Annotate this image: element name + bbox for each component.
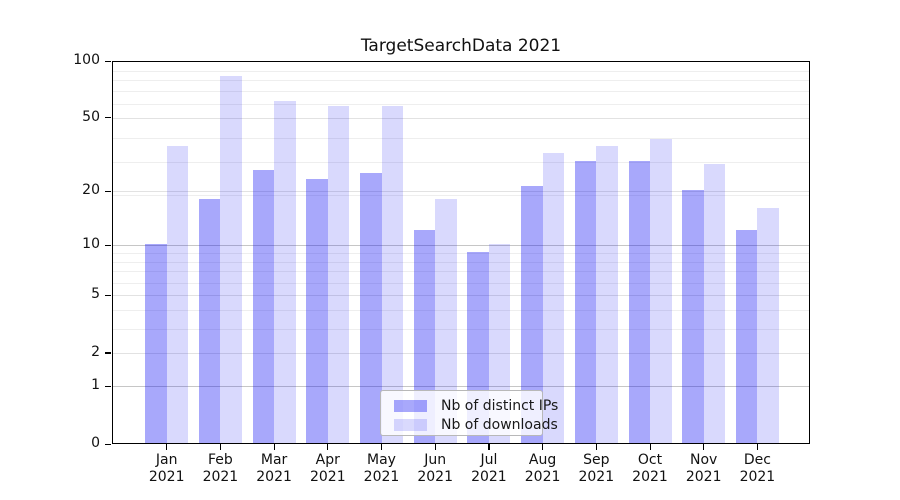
- x-axis-tick: [649, 444, 651, 450]
- x-axis-tick-label: Jun 2021: [417, 452, 453, 485]
- x-axis-tick-label: Oct 2021: [632, 452, 668, 485]
- y-axis-tick: [105, 60, 111, 62]
- y-axis-tick-label: 1: [91, 377, 100, 394]
- bar-distinct-ips: [628, 160, 650, 443]
- bar-downloads: [166, 145, 189, 443]
- x-axis-tick: [327, 444, 329, 450]
- y-axis-tick: [105, 352, 111, 354]
- major-gridline: [113, 386, 809, 388]
- bar-distinct-ips: [574, 160, 597, 443]
- x-axis-tick-label: Sep 2021: [578, 452, 615, 485]
- y-axis-tick: [105, 294, 111, 296]
- y-axis-tick-label: 5: [91, 286, 100, 303]
- minor-gridline: [113, 252, 809, 254]
- minor-gridline: [113, 70, 809, 72]
- chart-title: TargetSearchData 2021: [360, 36, 562, 56]
- gridline: [113, 191, 809, 193]
- legend-item-downloads: Nb of downloads: [394, 416, 558, 433]
- bar-downloads: [327, 106, 350, 443]
- bar-distinct-ips: [198, 198, 221, 443]
- y-axis-tick-label: 50: [82, 108, 100, 125]
- x-axis-tick-label: Nov 2021: [685, 452, 722, 485]
- minor-gridline: [113, 328, 809, 330]
- legend-label-distinct-ips: Nb of distinct IPs: [441, 397, 559, 414]
- x-axis-tick: [595, 444, 597, 450]
- x-axis-tick-label: Jan 2021: [148, 452, 185, 485]
- minor-gridline: [113, 261, 809, 263]
- y-axis-tick: [105, 443, 111, 445]
- x-axis-tick-label: Dec 2021: [739, 452, 776, 485]
- bar-distinct-ips: [306, 179, 328, 443]
- bar-distinct-ips: [521, 186, 543, 443]
- gridline: [113, 352, 809, 354]
- x-axis-tick: [273, 444, 275, 450]
- x-axis-tick: [381, 444, 383, 450]
- bar-downloads: [542, 152, 565, 443]
- x-axis-tick-label: Mar 2021: [256, 452, 292, 485]
- bar-distinct-ips: [145, 244, 167, 443]
- y-axis-tick-label: 2: [91, 343, 100, 360]
- y-axis-tick: [105, 244, 111, 246]
- major-gridline: [113, 245, 809, 246]
- gridline: [113, 117, 809, 119]
- bar-downloads: [220, 76, 242, 443]
- bar-distinct-ips: [735, 230, 758, 443]
- minor-gridline: [113, 91, 809, 93]
- legend-swatch-distinct-ips: [394, 399, 427, 412]
- bar-distinct-ips: [682, 190, 704, 443]
- plot-area: [112, 61, 810, 444]
- bar-distinct-ips: [413, 230, 436, 443]
- y-axis-tick: [105, 385, 111, 388]
- bar-distinct-ips: [360, 172, 382, 443]
- y-axis-tick: [105, 190, 111, 193]
- x-axis-tick: [488, 444, 490, 450]
- legend: Nb of distinct IPs Nb of downloads: [380, 390, 558, 436]
- minor-gridline: [113, 104, 809, 106]
- x-axis-tick-label: Aug 2021: [524, 452, 561, 485]
- gridline: [113, 295, 809, 297]
- x-axis-tick: [166, 444, 168, 450]
- bar-downloads: [650, 138, 672, 443]
- y-axis-tick-label: 10: [82, 236, 100, 252]
- minor-gridline: [113, 195, 809, 197]
- x-axis-tick: [219, 444, 222, 450]
- x-axis-tick: [434, 444, 436, 450]
- x-axis-tick-label: Apr 2021: [309, 452, 346, 485]
- bar-downloads: [435, 198, 457, 443]
- y-axis-tick-label: 20: [82, 182, 100, 199]
- bar-downloads: [274, 100, 296, 443]
- x-axis-tick: [703, 444, 705, 450]
- bar-downloads: [381, 106, 403, 443]
- bar-downloads: [596, 145, 618, 443]
- minor-gridline: [113, 80, 809, 82]
- legend-item-distinct-ips: Nb of distinct IPs: [394, 397, 558, 414]
- legend-swatch-downloads: [394, 418, 427, 431]
- x-axis-tick-label: Jul 2021: [471, 452, 507, 485]
- minor-gridline: [113, 271, 809, 273]
- x-axis-tick-label: Feb 2021: [202, 452, 239, 485]
- minor-gridline: [113, 310, 809, 312]
- y-axis-tick: [105, 117, 111, 119]
- legend-label-downloads: Nb of downloads: [441, 416, 558, 433]
- bar-distinct-ips: [252, 169, 275, 443]
- y-axis-tick-label: 0: [91, 435, 100, 451]
- x-axis-tick-label: May 2021: [363, 452, 400, 485]
- bar-downloads: [757, 207, 779, 443]
- minor-gridline: [113, 282, 809, 284]
- minor-gridline: [113, 137, 809, 139]
- minor-gridline: [113, 161, 809, 163]
- x-axis-tick: [756, 444, 759, 450]
- x-axis-tick: [542, 444, 544, 450]
- y-axis-tick-label: 100: [73, 52, 100, 68]
- bar-downloads: [703, 163, 726, 443]
